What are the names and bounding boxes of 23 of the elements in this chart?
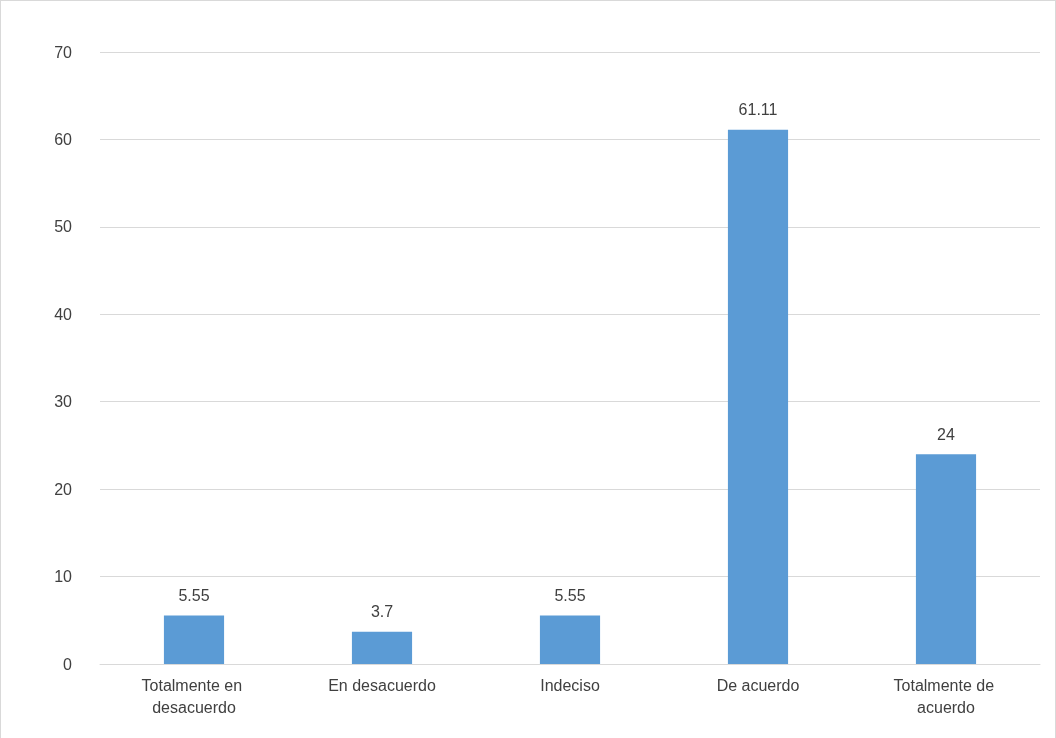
bar <box>539 615 601 664</box>
data-label: 24 <box>937 425 955 443</box>
data-label: 61.11 <box>738 101 778 119</box>
y-tick-label: 10 <box>54 568 73 586</box>
bar <box>351 631 413 664</box>
y-tick-label: 30 <box>54 393 73 411</box>
data-label: 3.7 <box>370 603 394 621</box>
bar <box>915 454 977 664</box>
bar <box>163 615 225 664</box>
y-tick-label: 60 <box>54 130 73 148</box>
y-tick-label: 50 <box>54 218 73 236</box>
x-tick-label: De acuerdo <box>716 676 800 694</box>
x-tick-label: Totalmente en desacuerdo <box>141 676 247 716</box>
y-tick-label: 40 <box>54 305 73 323</box>
x-tick-label: Indeciso <box>540 676 600 694</box>
data-label: 5.55 <box>178 586 210 604</box>
y-tick-label: 70 <box>54 43 73 61</box>
x-tick-label: Totalmente de acuerdo <box>893 676 999 716</box>
y-tick-label: 0 <box>63 655 73 673</box>
y-tick-label: 20 <box>54 480 73 498</box>
x-tick-label: En desacuerdo <box>328 676 436 694</box>
data-label: 5.55 <box>554 586 586 604</box>
bar <box>727 129 789 664</box>
